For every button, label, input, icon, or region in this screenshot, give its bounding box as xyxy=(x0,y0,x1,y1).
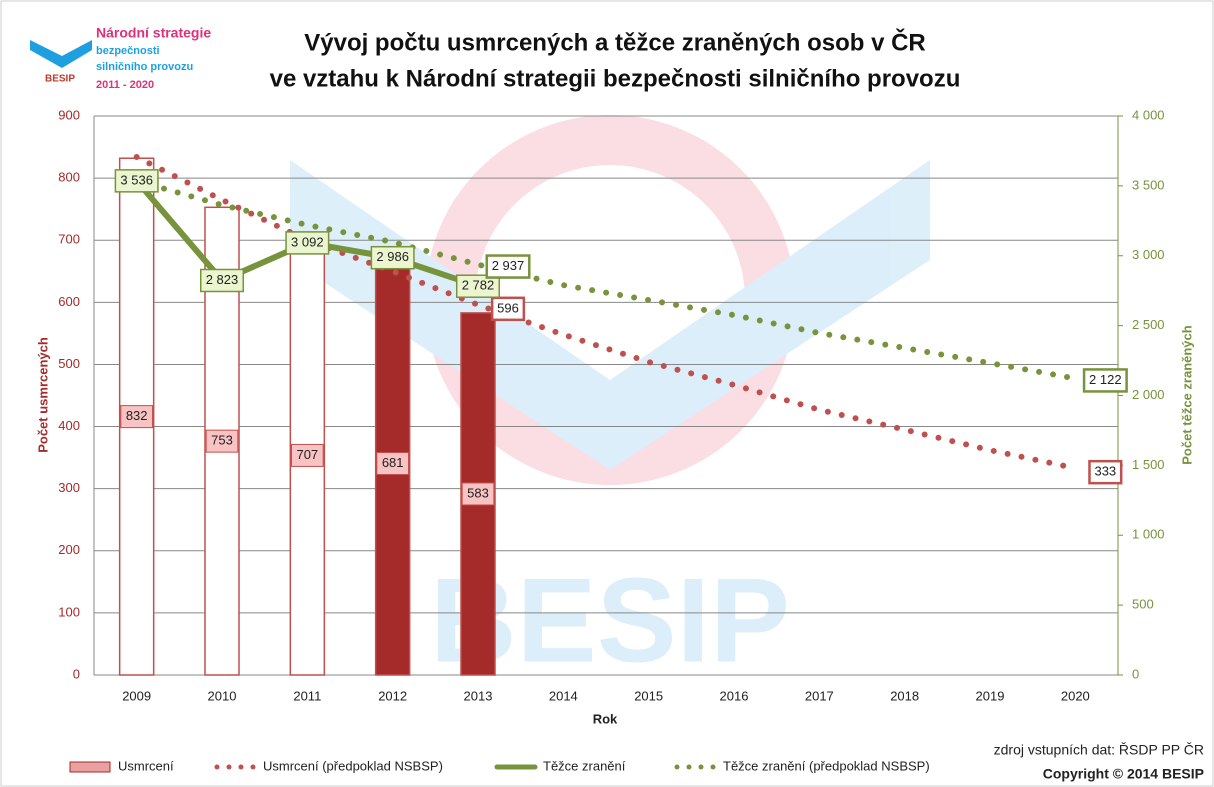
y2-tick-label: 4 000 xyxy=(1132,107,1165,122)
y2-tick-label: 500 xyxy=(1132,597,1154,612)
y2-tick-label: 2 000 xyxy=(1132,387,1165,402)
y-tick-label: 900 xyxy=(58,107,80,122)
x-tick-label: 2009 xyxy=(122,688,151,703)
y-tick-label: 200 xyxy=(58,542,80,557)
legend-swatch xyxy=(69,761,111,773)
projection-label: 2 122 xyxy=(1089,372,1122,387)
logo-brand: BESIP xyxy=(45,74,75,85)
line-label-box xyxy=(370,245,415,270)
x-tick-label: 2018 xyxy=(890,688,919,703)
line-label-box xyxy=(199,268,245,293)
copyright: Copyright © 2014 BESIP xyxy=(1043,766,1204,782)
projection-label: 333 xyxy=(1094,464,1116,479)
projection-label-box xyxy=(1082,368,1128,393)
y2-tick-label: 1 500 xyxy=(1132,457,1165,472)
bar-label: 753 xyxy=(211,433,233,448)
x-tick-label: 2013 xyxy=(464,688,493,703)
line-label-box xyxy=(455,274,501,298)
projection-label-box xyxy=(485,254,531,279)
line-label: 2 823 xyxy=(206,272,239,287)
legend-label: Usmrcení (předpoklad NSBSP) xyxy=(263,758,443,773)
x-tick-label: 2015 xyxy=(634,688,663,703)
bar-label: 832 xyxy=(126,408,148,423)
x-tick-label: 2020 xyxy=(1061,688,1090,703)
logo-line: Národní strategie xyxy=(96,25,211,41)
logo-mark xyxy=(30,40,92,68)
y-tick-label: 100 xyxy=(58,604,80,619)
line-label-box xyxy=(114,169,159,193)
y2-axis-label: Počet těžce zraněných xyxy=(1179,325,1194,465)
x-tick-label: 2012 xyxy=(378,688,407,703)
bar-label-box xyxy=(120,405,154,429)
line-label-box xyxy=(285,231,330,255)
legend-label: Těžce zranění (předpoklad NSBSP) xyxy=(723,758,930,773)
logo-line: silničního provozu xyxy=(96,61,193,73)
watermark: BESIP xyxy=(290,115,930,688)
projection-label-box xyxy=(1088,459,1123,485)
bar-label-box xyxy=(205,429,239,453)
y-tick-label: 0 xyxy=(73,666,80,681)
bar-label-box xyxy=(376,452,410,476)
projection-label: 596 xyxy=(497,300,519,315)
x-tick-label: 2011 xyxy=(293,688,321,703)
line-label: 2 986 xyxy=(376,249,409,264)
projection-label: 2 937 xyxy=(492,258,525,273)
x-tick-label: 2017 xyxy=(805,688,834,703)
x-tick-label: 2014 xyxy=(549,688,578,703)
y-tick-label: 800 xyxy=(58,170,80,185)
line-label: 3 092 xyxy=(291,234,324,249)
watermark-chevron xyxy=(290,160,930,470)
line-label: 2 782 xyxy=(462,278,495,293)
x-tick-label: 2010 xyxy=(208,688,237,703)
x-tick-label: 2019 xyxy=(976,688,1005,703)
chart-title: ve vztahu k Národní strategii bezpečnost… xyxy=(270,65,961,92)
source: zdroj vstupních dat: ŘSDP PP ČR xyxy=(994,742,1204,758)
y-tick-label: 500 xyxy=(58,356,80,371)
bar-label: 583 xyxy=(467,485,489,500)
projection-line xyxy=(133,177,1079,382)
watermark-ring xyxy=(425,115,795,485)
y-tick-label: 700 xyxy=(58,232,80,247)
bar-label: 707 xyxy=(296,447,318,462)
bar-label-box xyxy=(290,443,324,467)
y-tick-label: 400 xyxy=(58,418,80,433)
logo-line: 2011 - 2020 xyxy=(96,79,154,91)
line-label: 3 536 xyxy=(120,172,153,187)
y2-tick-label: 1 000 xyxy=(1132,527,1165,542)
x-tick-label: 2016 xyxy=(720,688,749,703)
legend-label: Těžce zranění xyxy=(543,758,626,773)
y2-tick-label: 2 500 xyxy=(1132,317,1165,332)
x-axis-label: Rok xyxy=(593,711,618,726)
chart-title: Vývoj počtu usmrcených a těžce zraněných… xyxy=(304,28,926,56)
y2-tick-label: 3 500 xyxy=(1132,177,1165,192)
y2-tick-label: 0 xyxy=(1132,666,1139,681)
projection-label-box xyxy=(490,296,526,322)
y2-tick-label: 3 000 xyxy=(1132,247,1165,262)
bar-label: 681 xyxy=(382,455,404,470)
bar-label-box xyxy=(461,482,495,506)
legend-label: Usmrcení xyxy=(118,758,174,773)
y-tick-label: 600 xyxy=(58,294,80,309)
logo-line: bezpečnosti xyxy=(96,45,160,57)
y-tick-label: 300 xyxy=(58,480,80,495)
y-axis-label: Počet usmrcených xyxy=(35,337,50,453)
